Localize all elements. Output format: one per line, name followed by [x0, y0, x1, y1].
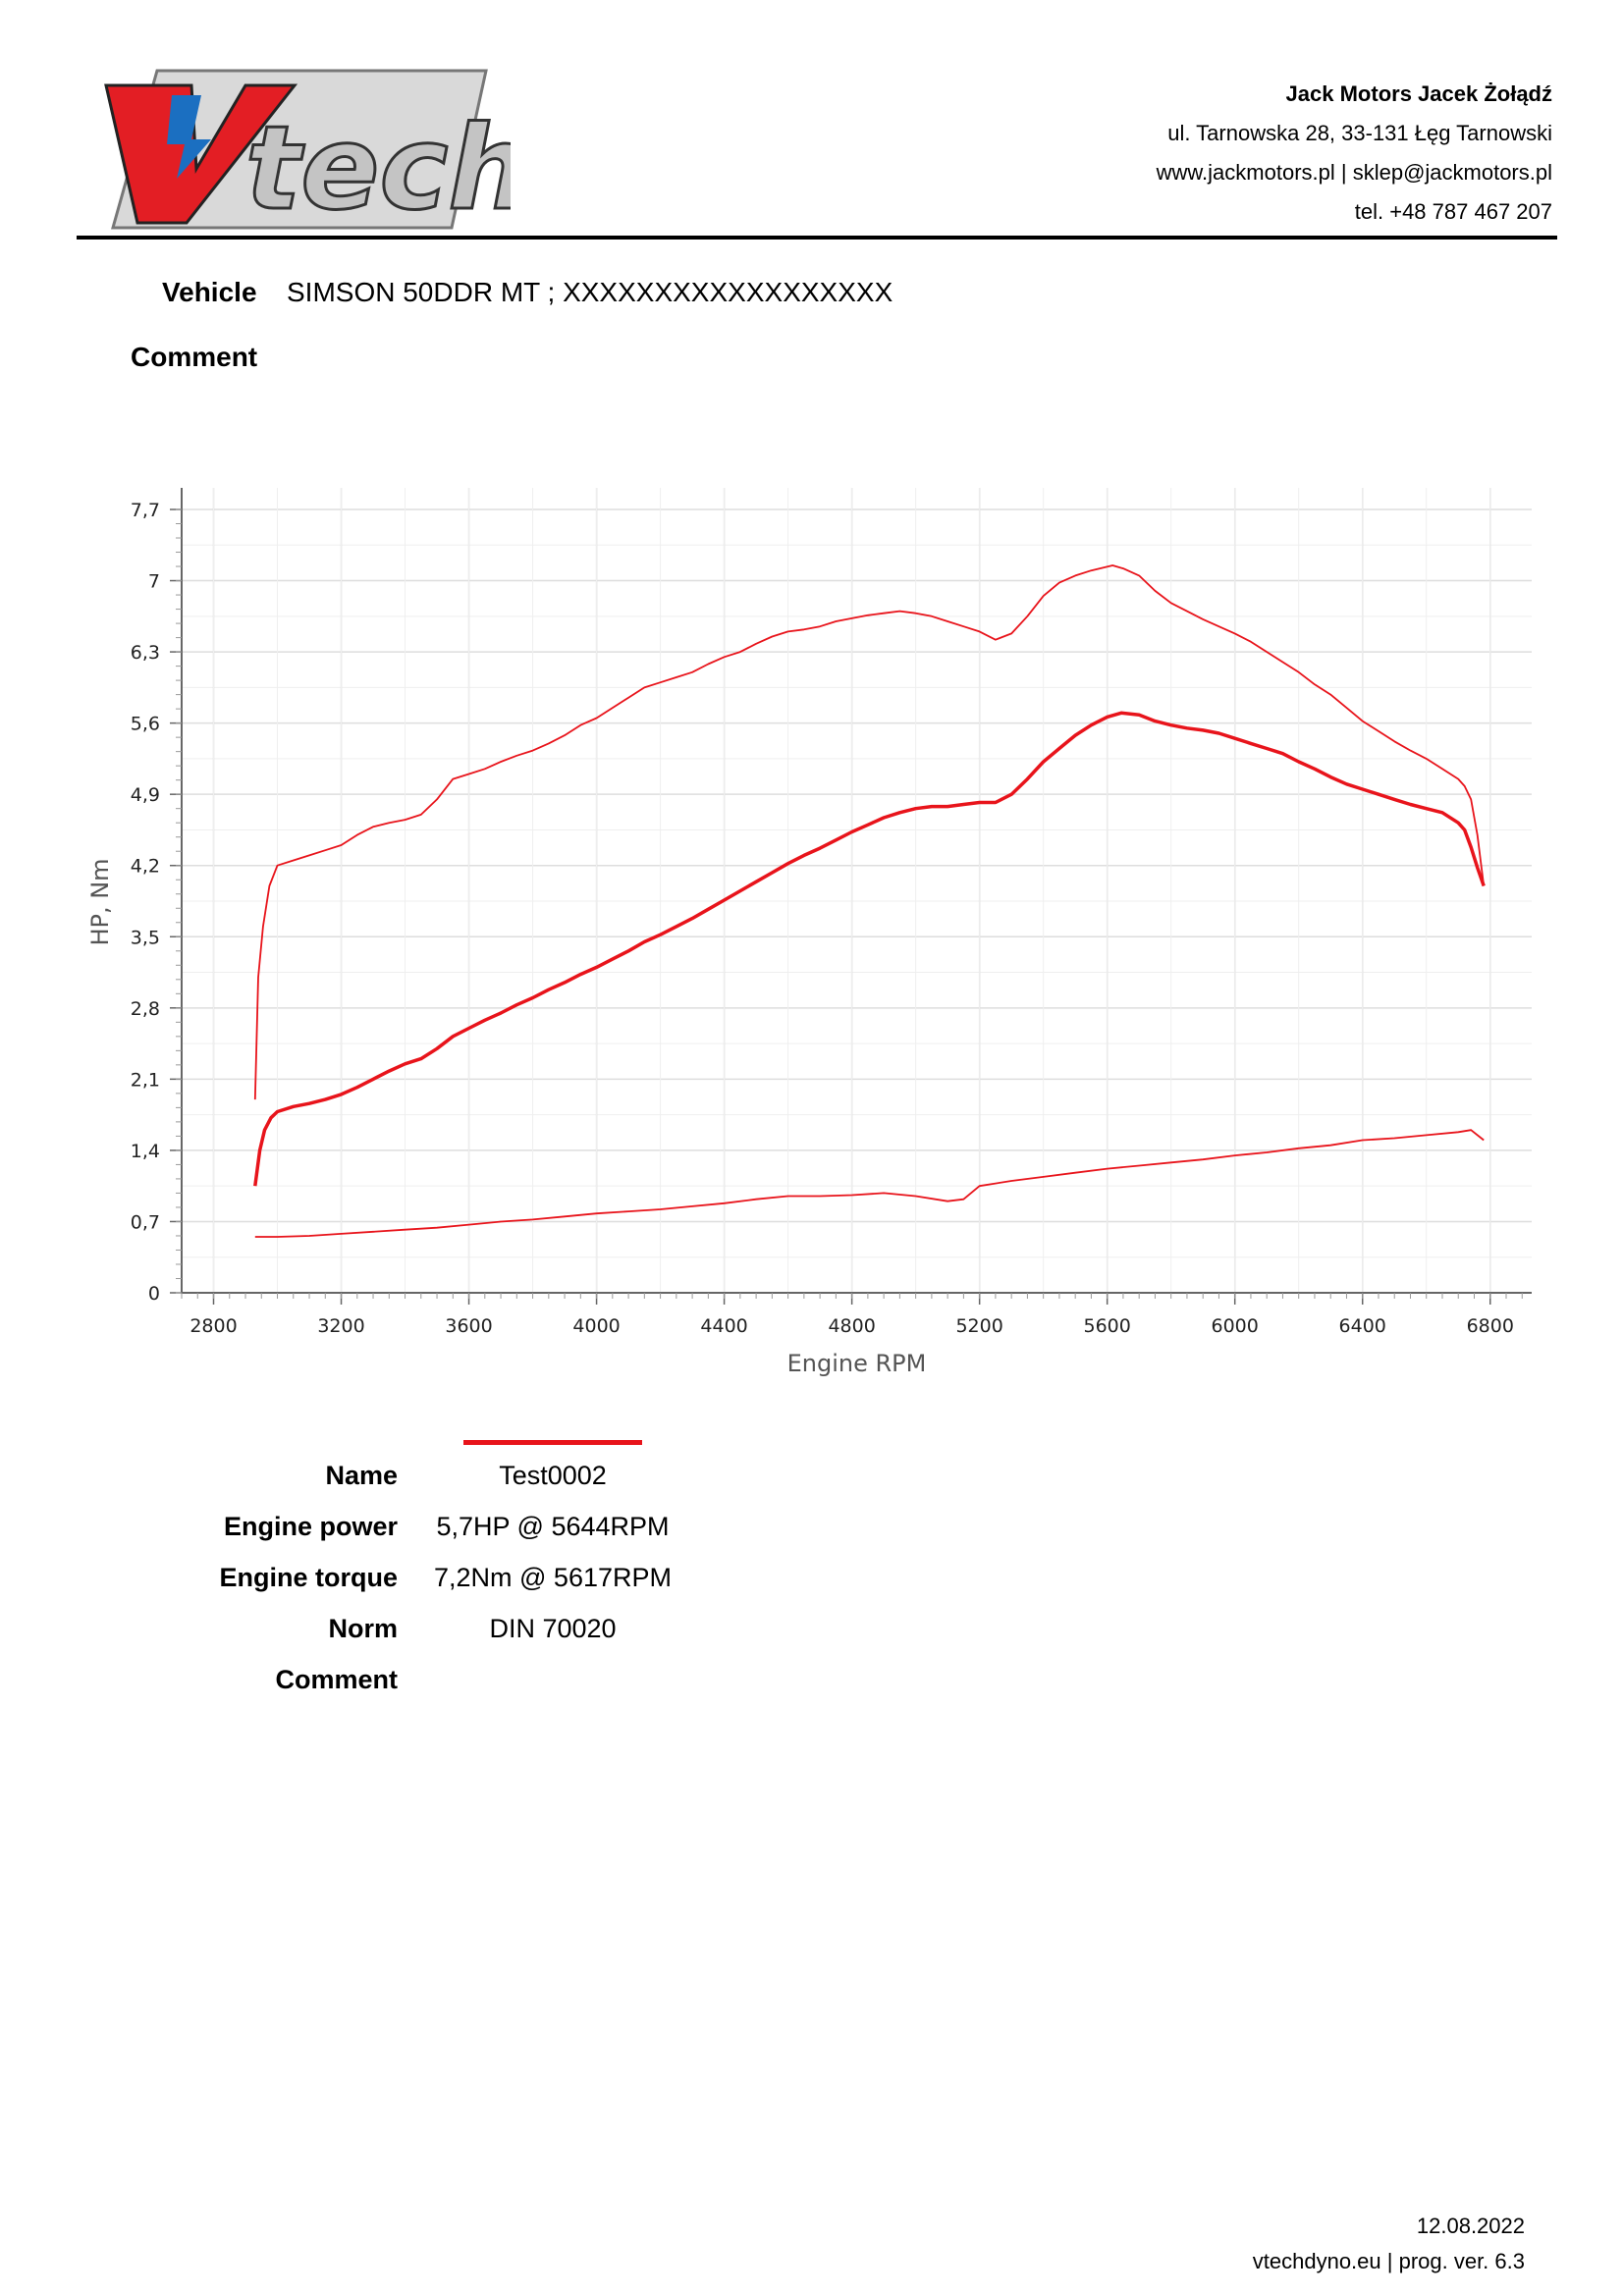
y-tick-label: 0	[148, 1283, 160, 1305]
x-tick-label: 5200	[955, 1315, 1002, 1337]
y-tick-label: 4,2	[131, 856, 160, 878]
company-info: Jack Motors Jacek Żołądź ul. Tarnowska 2…	[1157, 75, 1552, 232]
y-tick-label: 2,8	[131, 998, 160, 1020]
chart-axes	[181, 488, 1532, 1294]
result-label: Name	[325, 1461, 398, 1490]
result-label: Norm	[328, 1614, 398, 1643]
x-tick-label: 2800	[189, 1315, 237, 1337]
header-divider	[77, 236, 1557, 240]
x-tick-label: 4800	[828, 1315, 875, 1337]
y-tick-label: 2,1	[131, 1069, 160, 1091]
comment-label: Comment	[131, 342, 258, 372]
y-tick-label: 3,5	[131, 927, 160, 948]
company-name: Jack Motors Jacek Żołądź	[1285, 81, 1552, 106]
legend-swatch	[463, 1440, 642, 1445]
x-tick-label: 3200	[317, 1315, 364, 1337]
x-axis-title: Engine RPM	[787, 1350, 927, 1377]
result-label: Engine torque	[219, 1563, 399, 1592]
result-value: 5,7HP @ 5644RPM	[436, 1512, 670, 1541]
y-tick-label: 6,3	[131, 642, 160, 664]
vtech-logo: tech	[98, 61, 532, 238]
x-tick-label: 3600	[445, 1315, 492, 1337]
x-tick-label: 6800	[1467, 1315, 1514, 1337]
program-version: vtechdyno.eu | prog. ver. 6.3	[1252, 2249, 1525, 2273]
chart-grid	[182, 488, 1532, 1294]
dyno-chart: 2800 3200 3600 4000 4400 4800 5200 5600 6000 6400…	[88, 488, 1532, 1377]
x-tick-label: 6400	[1339, 1315, 1386, 1337]
result-value: 7,2Nm @ 5617RPM	[434, 1563, 672, 1592]
chart-series	[253, 564, 1486, 1238]
y-ticks: 0 0,7 1,4 2,1 2,8 3,5 4,2 4,9 5,6 6,3 7 7,7	[131, 500, 182, 1305]
y-tick-label: 5,6	[131, 714, 160, 735]
svg-text:tech: tech	[245, 100, 511, 236]
loss-curve	[254, 1129, 1485, 1238]
result-value: Test0002	[499, 1461, 607, 1490]
x-tick-label: 4400	[700, 1315, 747, 1337]
company-contact: www.jackmotors.pl | sklep@jackmotors.pl	[1156, 160, 1552, 185]
y-tick-label: 4,9	[131, 784, 160, 806]
result-label: Comment	[275, 1665, 398, 1694]
y-tick-label: 0,7	[131, 1211, 160, 1233]
report-date: 12.08.2022	[1416, 2214, 1525, 2238]
result-value: DIN 70020	[489, 1614, 617, 1643]
result-label: Engine power	[223, 1512, 398, 1541]
vehicle-value: SIMSON 50DDR MT ; XXXXXXXXXXXXXXXXXX	[287, 277, 893, 307]
company-address: ul. Tarnowska 28, 33-131 Łęg Tarnowski	[1167, 121, 1552, 145]
y-tick-label: 1,4	[131, 1141, 160, 1162]
y-axis-title: HP, Nm	[88, 858, 114, 945]
x-tick-label: 4000	[572, 1315, 620, 1337]
power-curve	[253, 711, 1486, 1187]
vehicle-label: Vehicle	[162, 277, 257, 307]
y-tick-label: 7,7	[131, 500, 160, 521]
x-tick-label: 5600	[1083, 1315, 1130, 1337]
x-tick-label: 6000	[1212, 1315, 1259, 1337]
company-phone: tel. +48 787 467 207	[1354, 199, 1552, 224]
y-tick-label: 7	[148, 571, 160, 593]
footer: 12.08.2022 vtechdyno.eu | prog. ver. 6.3	[1253, 2209, 1525, 2279]
x-ticks: 2800 3200 3600 4000 4400 4800 5200 5600 6000 6400…	[181, 1293, 1523, 1337]
torque-curve	[253, 564, 1486, 1100]
